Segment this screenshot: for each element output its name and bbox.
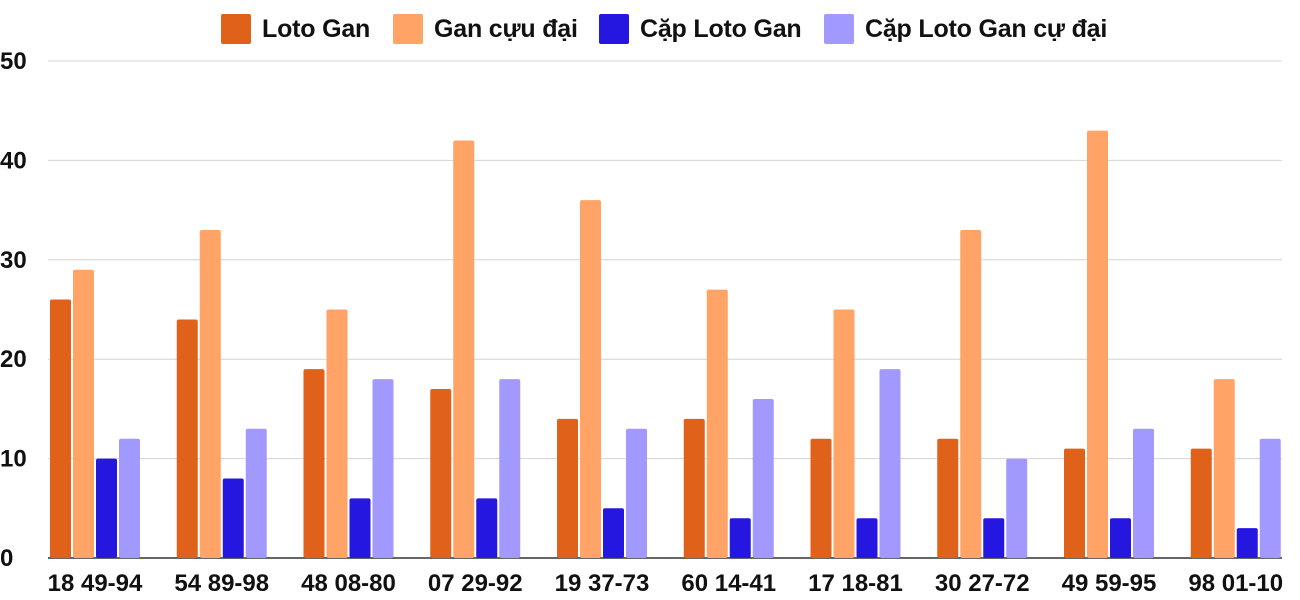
bar-gan-cựu-đại-1 [199, 229, 221, 559]
bar-gan-cựu-đại-8 [1087, 130, 1108, 558]
legend-swatch-cap-loto-gan [599, 14, 629, 44]
x-category-label: 60 14-41 [681, 570, 776, 597]
bar-cặp-loto-gan-cự-đại-8 [1133, 428, 1154, 558]
bar-loto-gan-8 [1064, 448, 1085, 558]
legend-item-cap-loto-gan: Cặp Loto Gan [599, 14, 802, 44]
legend-swatch-gan-cuu-dai [393, 14, 423, 44]
legend-item-cap-loto-gan-cu-dai: Cặp Loto Gan cự đại [824, 14, 1107, 44]
bar-gan-cựu-đại-3 [453, 140, 475, 558]
x-category-label: 07 29-92 [428, 570, 523, 597]
bar-cặp-loto-gan-cự-đại-6 [879, 369, 901, 558]
bar-gan-cựu-đại-9 [1213, 379, 1235, 558]
bar-loto-gan-7 [937, 438, 959, 558]
bar-cặp-loto-gan-cự-đại-4 [626, 428, 647, 558]
bar-loto-gan-9 [1190, 448, 1212, 558]
legend-label-cap-loto-gan-cu-dai: Cặp Loto Gan cự đại [865, 14, 1108, 43]
bar-loto-gan-1 [176, 319, 198, 558]
bar-gan-cựu-đại-4 [580, 200, 601, 558]
x-category-label: 18 49-94 [48, 570, 143, 597]
x-category-label: 54 89-98 [174, 570, 269, 597]
bar-cặp-loto-gan-2 [349, 498, 371, 558]
bar-cặp-loto-gan-6 [856, 518, 878, 558]
bar-cặp-loto-gan-9 [1236, 528, 1258, 558]
bar-cặp-loto-gan-cự-đại-3 [499, 379, 521, 558]
bar-gan-cựu-đại-0 [73, 269, 94, 558]
bar-cặp-loto-gan-4 [603, 508, 624, 558]
y-tick-label: 30 [0, 247, 27, 274]
x-category-label: 19 37-73 [555, 570, 650, 597]
x-category-label: 48 08-80 [301, 570, 396, 597]
y-tick-label: 40 [0, 147, 27, 174]
bar-loto-gan-0 [50, 299, 71, 558]
y-tick-label: 10 [0, 446, 27, 473]
legend: Loto Gan Gan cựu đại Cặp Loto Gan Cặp Lo… [0, 10, 1300, 46]
x-category-label: 30 27-72 [935, 570, 1030, 597]
bar-loto-gan-2 [303, 369, 325, 558]
y-tick-label: 50 [0, 48, 27, 75]
bar-cặp-loto-gan-5 [729, 518, 751, 558]
x-category-label: 17 18-81 [808, 570, 903, 597]
bar-cặp-loto-gan-1 [222, 478, 244, 558]
bar-cặp-loto-gan-cự-đại-7 [1006, 458, 1028, 558]
bar-gan-cựu-đại-2 [326, 309, 348, 558]
bar-cặp-loto-gan-8 [1110, 518, 1131, 558]
x-category-label: 49 59-95 [1062, 570, 1157, 597]
bar-loto-gan-5 [683, 418, 705, 558]
y-tick-label: 20 [0, 346, 27, 373]
legend-item-loto-gan: Loto Gan [221, 14, 370, 44]
bar-loto-gan-6 [810, 438, 832, 558]
bar-cặp-loto-gan-cự-đại-9 [1259, 438, 1281, 558]
bar-loto-gan-3 [430, 389, 452, 558]
legend-swatch-loto-gan [221, 14, 251, 44]
legend-label-cap-loto-gan: Cặp Loto Gan [640, 14, 802, 43]
bar-cặp-loto-gan-cự-đại-2 [372, 379, 394, 558]
y-tick-label: 0 [0, 545, 13, 572]
bar-cặp-loto-gan-7 [983, 518, 1005, 558]
bar-cặp-loto-gan-cự-đại-0 [119, 438, 140, 558]
bar-gan-cựu-đại-6 [833, 309, 855, 558]
bar-cặp-loto-gan-cự-đại-5 [752, 398, 774, 558]
bar-cặp-loto-gan-0 [96, 458, 117, 558]
legend-item-gan-cuu-dai: Gan cựu đại [393, 14, 578, 44]
legend-label-gan-cuu-dai: Gan cựu đại [434, 14, 578, 43]
bar-cặp-loto-gan-3 [476, 498, 498, 558]
bar-gan-cựu-đại-7 [960, 229, 982, 559]
bar-cặp-loto-gan-cự-đại-1 [245, 428, 267, 558]
x-category-label: 98 01-10 [1188, 570, 1283, 597]
legend-swatch-cap-loto-gan-cu-dai [824, 14, 854, 44]
bar-gan-cựu-đại-5 [706, 289, 728, 558]
bar-loto-gan-4 [557, 418, 578, 558]
legend-label-loto-gan: Loto Gan [262, 14, 371, 43]
